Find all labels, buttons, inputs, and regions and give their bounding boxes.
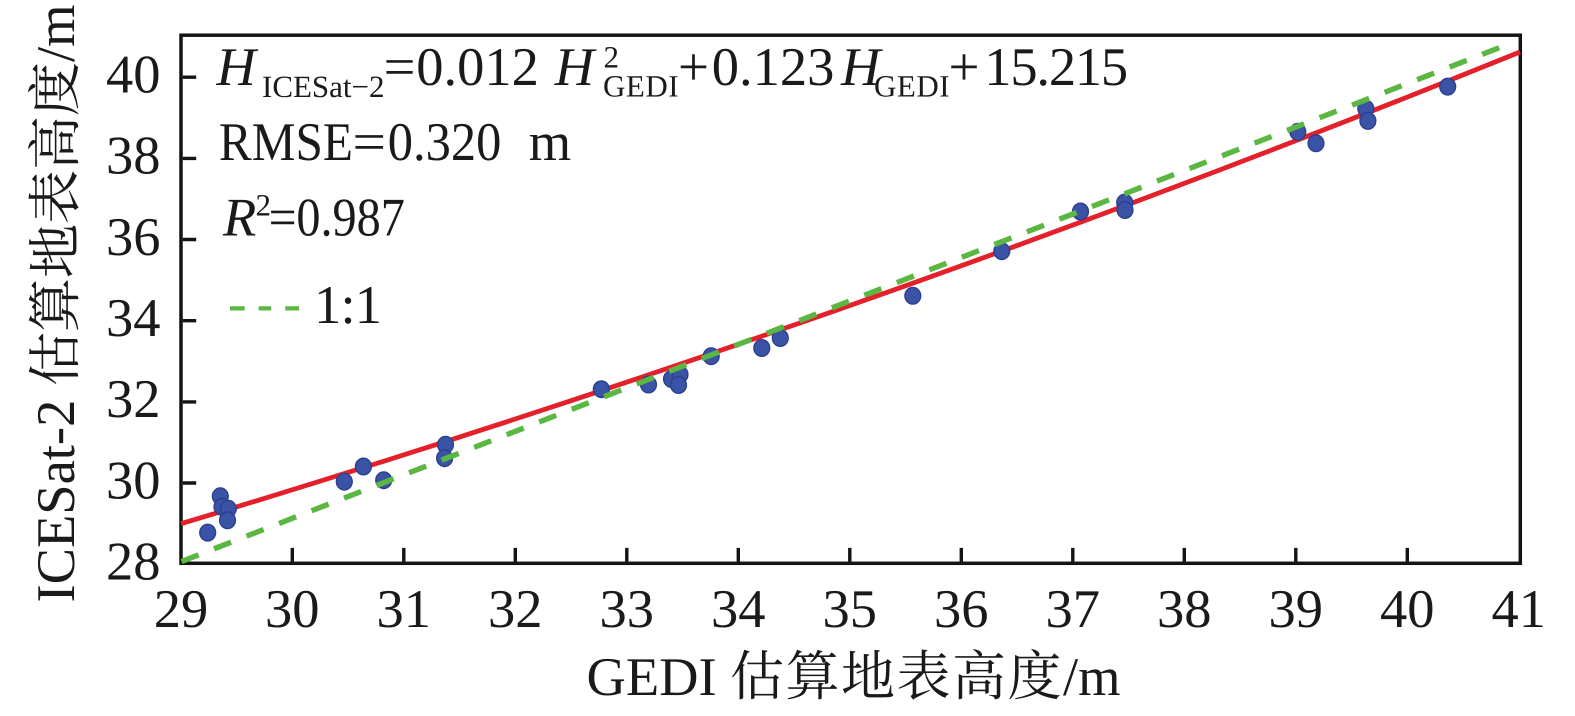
- svg-text:0.987: 0.987: [296, 187, 405, 248]
- svg-text:38: 38: [1157, 578, 1212, 639]
- svg-text:1:1: 1:1: [314, 274, 381, 335]
- svg-text:GEDI: GEDI: [587, 646, 717, 707]
- svg-text:38: 38: [106, 125, 161, 186]
- svg-text:36: 36: [106, 206, 161, 267]
- svg-text:40: 40: [106, 44, 161, 105]
- svg-text:0.123: 0.123: [712, 36, 835, 97]
- svg-text:=: =: [384, 36, 416, 97]
- svg-text:34: 34: [711, 578, 766, 639]
- svg-text:31: 31: [377, 578, 432, 639]
- svg-text:40: 40: [1380, 578, 1435, 639]
- svg-text:ICESat-2: ICESat-2: [25, 400, 86, 603]
- svg-text:2: 2: [604, 40, 620, 75]
- svg-text:33: 33: [600, 578, 655, 639]
- svg-text:H: H: [840, 36, 883, 97]
- svg-text:/m: /m: [25, 4, 86, 62]
- svg-text:30: 30: [106, 449, 161, 510]
- svg-text:37: 37: [1046, 578, 1101, 639]
- svg-text:GEDI: GEDI: [603, 69, 679, 104]
- svg-text:36: 36: [934, 578, 989, 639]
- svg-text:35: 35: [823, 578, 878, 639]
- svg-text:0.012: 0.012: [416, 36, 539, 97]
- svg-text:32: 32: [488, 578, 543, 639]
- svg-text:0.320: 0.320: [388, 111, 502, 172]
- svg-text:/m: /m: [1063, 646, 1121, 707]
- svg-text:39: 39: [1269, 578, 1324, 639]
- svg-text:=: =: [353, 111, 387, 172]
- svg-text:ICESat−2: ICESat−2: [262, 69, 385, 104]
- svg-text:+: +: [949, 36, 980, 97]
- svg-text:RMSE: RMSE: [219, 111, 353, 172]
- svg-text:41: 41: [1492, 578, 1547, 639]
- svg-text:2: 2: [256, 188, 271, 223]
- svg-text:32: 32: [106, 368, 161, 429]
- svg-text:+: +: [678, 36, 709, 97]
- svg-text:=: =: [269, 187, 297, 248]
- svg-text:R: R: [222, 187, 256, 248]
- svg-text:m: m: [529, 111, 571, 172]
- svg-text:H: H: [216, 36, 259, 97]
- svg-text:GEDI: GEDI: [874, 69, 950, 104]
- svg-text:29: 29: [154, 578, 209, 639]
- svg-text:H: H: [554, 36, 597, 97]
- svg-text:28: 28: [106, 531, 161, 592]
- svg-text:30: 30: [265, 578, 320, 639]
- svg-text:15.215: 15.215: [984, 36, 1127, 97]
- svg-text:34: 34: [106, 287, 161, 348]
